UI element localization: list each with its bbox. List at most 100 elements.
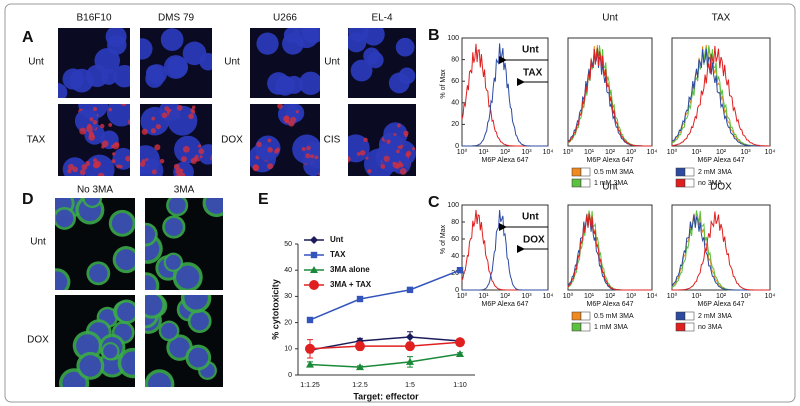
data-point: [355, 341, 365, 352]
x-tick-label: 10⁴: [647, 293, 658, 300]
red-spot: [67, 168, 72, 174]
data-point: [356, 295, 364, 303]
red-spot: [155, 124, 161, 130]
cell-nucleus: [79, 355, 102, 377]
red-spot: [323, 146, 326, 149]
legend-swatch-inner: [684, 178, 695, 188]
x-tick-label: 10³: [740, 149, 751, 156]
x-tick-label: 10⁴: [543, 293, 554, 300]
legend-swatch: [571, 322, 582, 332]
row-label: DOX: [27, 335, 49, 346]
legend-marker: [310, 251, 318, 259]
annotation: DOX: [523, 235, 545, 246]
cell-nucleus: [84, 154, 115, 176]
legend-marker: [310, 236, 318, 244]
red-spot: [85, 160, 91, 167]
red-spot: [306, 145, 311, 151]
x-tick-label: 10⁰: [667, 292, 678, 300]
cell-nucleus: [76, 334, 99, 358]
x-tick-label: 10³: [740, 293, 751, 300]
y-tick-label: 80: [451, 56, 459, 63]
y-tick-label: 20: [451, 270, 459, 277]
legend-label: 3MA + TAX: [330, 280, 372, 289]
red-spot: [305, 153, 311, 159]
red-spot: [318, 172, 320, 176]
red-spot: [383, 155, 390, 162]
cell-nucleus: [62, 371, 86, 387]
red-spot: [125, 155, 130, 162]
cell-nucleus: [255, 135, 281, 161]
red-spot: [127, 119, 130, 126]
histogram-curve: [671, 48, 770, 147]
legend-marker: [309, 280, 319, 290]
legend-swatch-inner: [580, 167, 591, 177]
legend-label: 2 mM 3MA: [698, 313, 732, 320]
y-tick-label: 0: [288, 372, 292, 379]
cells: [145, 295, 217, 387]
x-tick-label: 10²: [716, 293, 727, 300]
red-spot: [405, 152, 410, 157]
x-tick-label: 10¹: [478, 293, 489, 300]
annotation: Unt: [522, 212, 539, 223]
cells: [140, 104, 212, 176]
cells: [256, 28, 320, 96]
cell-nucleus: [168, 198, 186, 214]
cell-nucleus: [205, 198, 223, 214]
cell-nucleus: [348, 32, 367, 53]
red-spot: [314, 155, 319, 160]
legend-swatch-inner: [580, 178, 591, 188]
cell-nucleus: [103, 344, 118, 359]
red-spot: [141, 159, 146, 164]
cells: [59, 299, 135, 387]
data-point: [456, 267, 464, 274]
y-tick-label: 80: [451, 219, 459, 226]
micrograph: [140, 104, 212, 176]
plot-title: Unt: [602, 13, 618, 24]
x-tick-label: 10²: [500, 293, 511, 300]
y-tick-label: 20: [284, 319, 292, 326]
red-spot: [88, 132, 95, 138]
series-line: [309, 353, 461, 368]
y-tick-label: 0: [455, 143, 459, 150]
plot-frame: [671, 204, 771, 291]
red-spot: [120, 104, 127, 106]
cell-nucleus: [161, 322, 178, 339]
cell-nucleus: [188, 347, 209, 368]
cell-nucleus: [160, 28, 184, 51]
x-tick-label: 10¹: [584, 293, 595, 300]
red-spot: [284, 119, 289, 124]
cell-nucleus: [164, 218, 183, 236]
red-spot: [396, 149, 400, 154]
cell-nucleus: [367, 51, 384, 69]
cells: [250, 104, 326, 176]
cell-nucleus: [113, 64, 130, 88]
red-spot: [89, 117, 94, 122]
panel-letter: D: [22, 191, 34, 208]
red-spot: [175, 174, 182, 176]
legend-swatch-inner: [580, 322, 591, 332]
cells: [58, 28, 130, 98]
column-header: DMS 79: [158, 13, 195, 24]
cell-nucleus: [395, 37, 415, 57]
y-axis-label: % cytotoxicity: [270, 279, 280, 340]
red-spot: [199, 155, 203, 159]
red-spot: [295, 110, 299, 114]
cell-nucleus: [176, 265, 200, 289]
red-spot: [310, 154, 315, 159]
cell-nucleus: [145, 225, 156, 244]
cell-nucleus: [398, 67, 416, 85]
cells: [140, 28, 212, 88]
red-spot: [111, 159, 116, 164]
x-axis-label: M6P Alexa 647: [698, 301, 745, 308]
plot-title: DOX: [710, 182, 732, 193]
cell-nucleus: [117, 302, 135, 322]
red-spot: [399, 168, 407, 175]
y-tick-label: 100: [447, 202, 459, 209]
x-tick-label: 10³: [521, 293, 532, 300]
cell-nucleus: [167, 56, 189, 78]
legend-swatch-inner: [580, 311, 591, 321]
red-spot: [359, 150, 366, 156]
cell-nucleus: [184, 295, 208, 310]
y-tick-label: 40: [451, 100, 459, 107]
